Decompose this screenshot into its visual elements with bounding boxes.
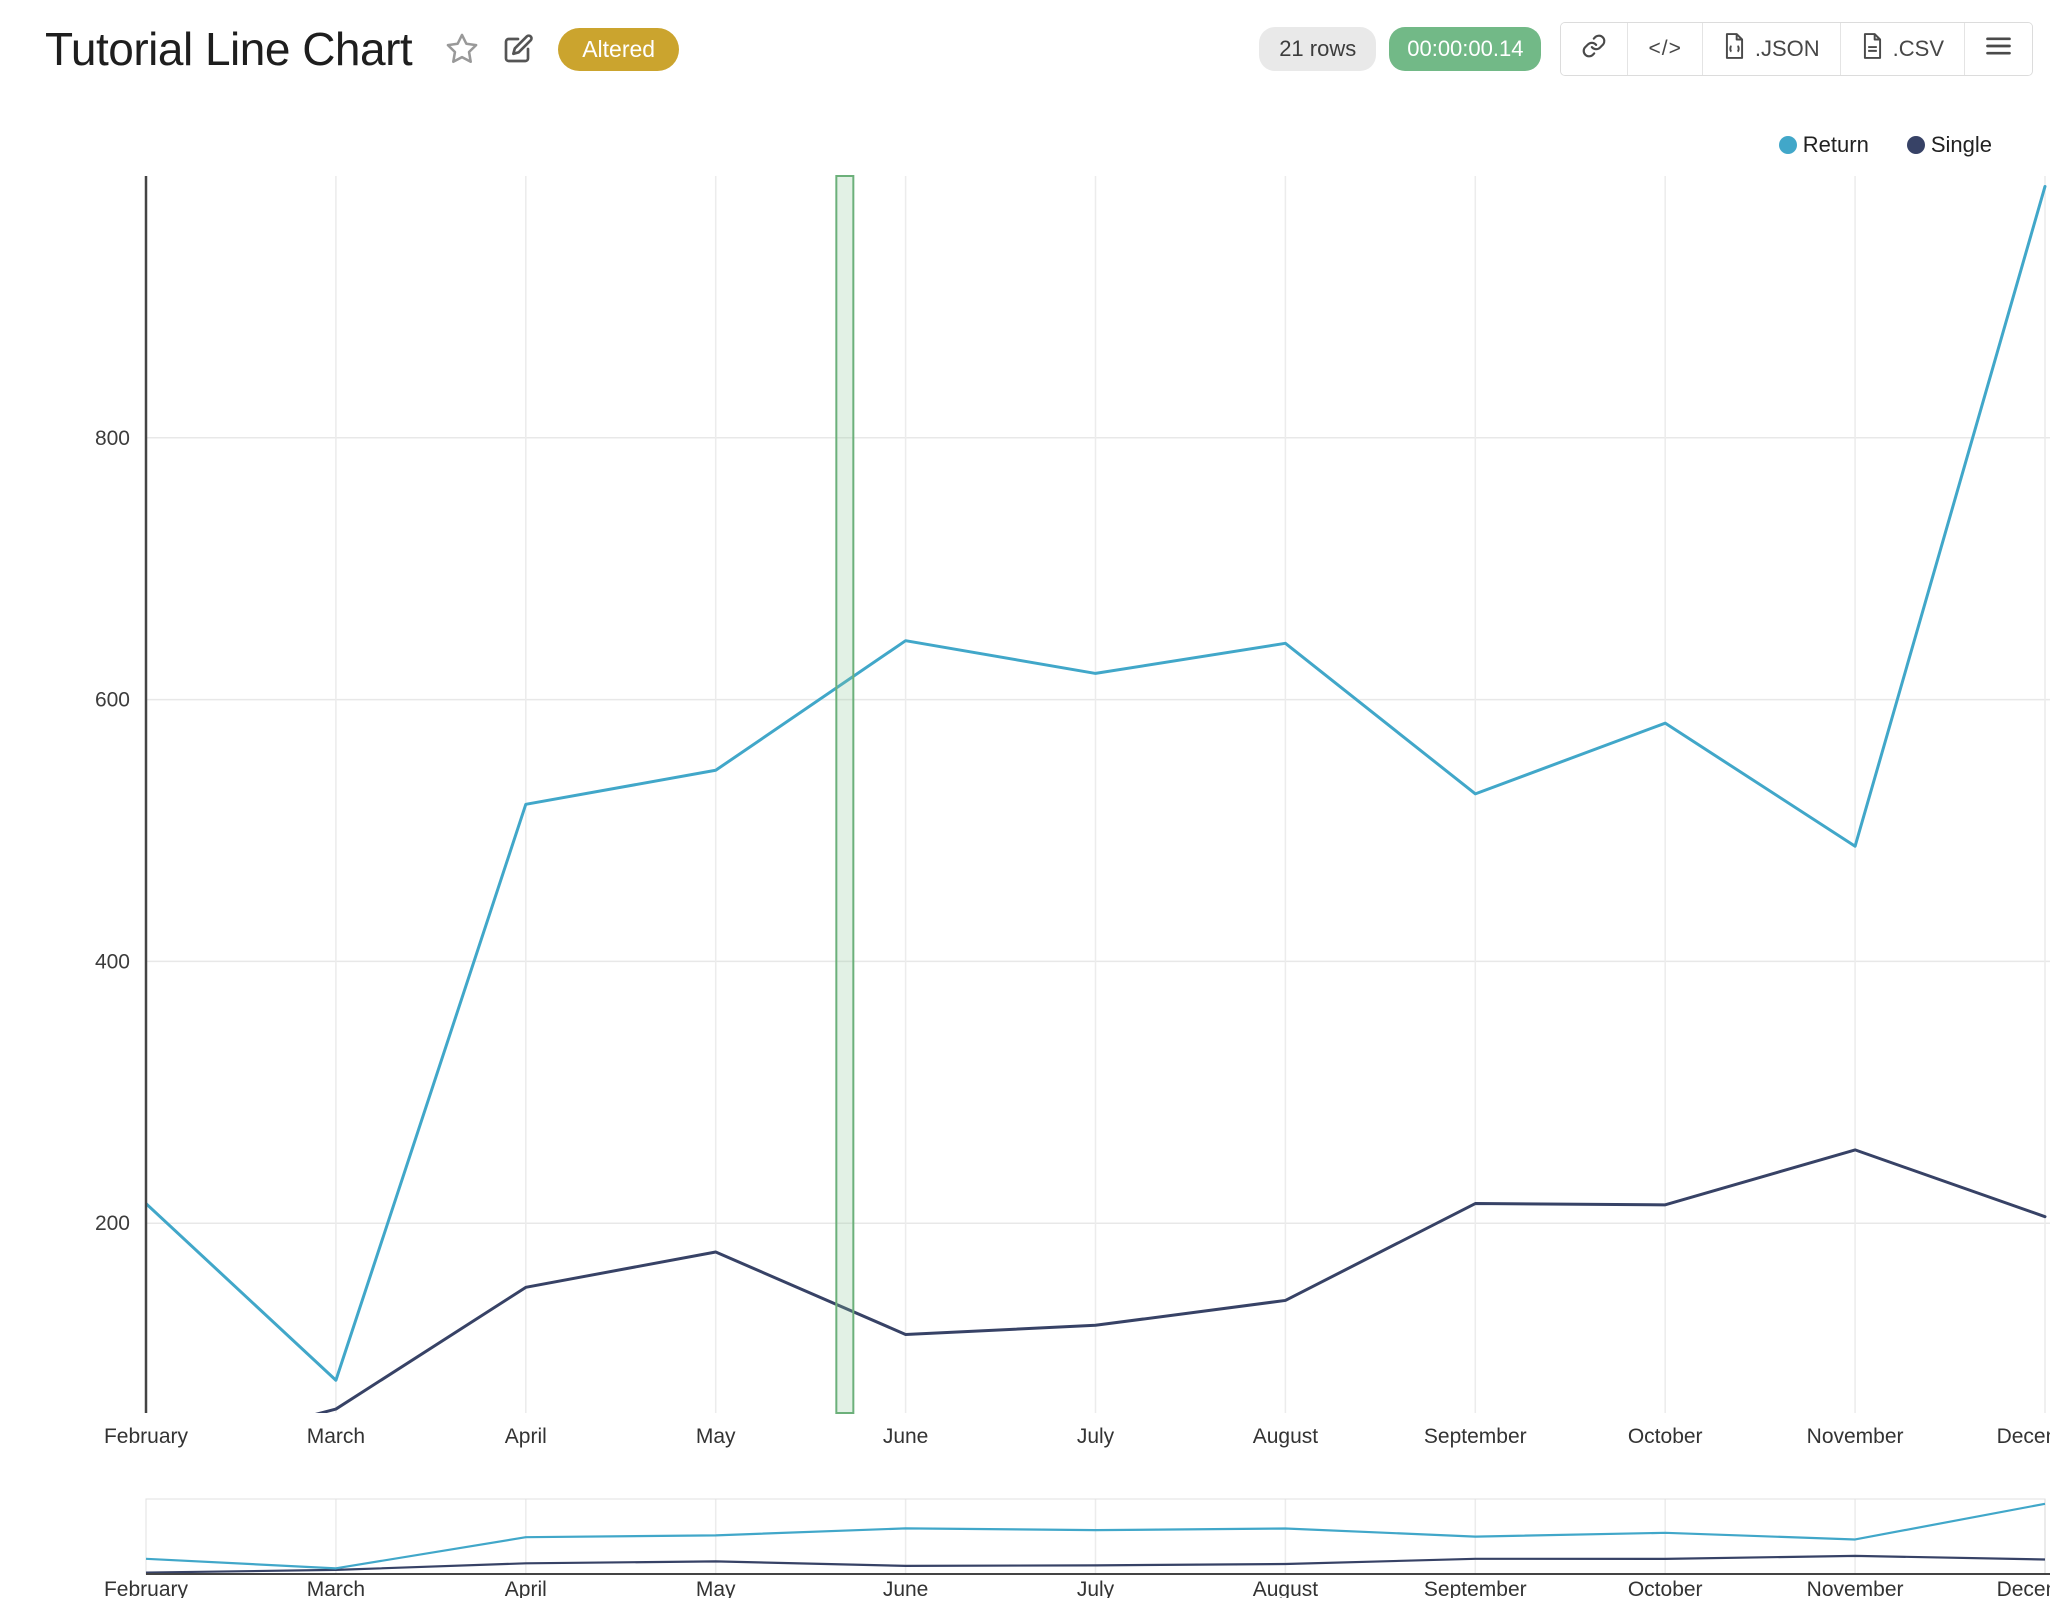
legend-item-single[interactable]: Single: [1906, 132, 1992, 158]
export-button-group: </> .JSON .CSV: [1560, 22, 2033, 76]
menu-button[interactable]: [1964, 23, 2032, 75]
link-icon: [1581, 33, 1607, 65]
svg-text:400: 400: [95, 950, 130, 973]
legend-single-label: Single: [1930, 132, 1992, 157]
svg-text:November: November: [1807, 1425, 1904, 1448]
favorite-star-icon[interactable]: [444, 31, 480, 67]
csv-file-icon: [1861, 33, 1884, 65]
legend-item-return[interactable]: Return: [1778, 132, 1869, 158]
svg-text:200: 200: [95, 1212, 130, 1235]
download-json-button[interactable]: .JSON: [1701, 23, 1840, 75]
download-csv-button[interactable]: .CSV: [1839, 23, 1964, 75]
legend-return-swatch: [1778, 136, 1797, 154]
svg-text:December: December: [1997, 1425, 2050, 1448]
svg-text:July: July: [1077, 1425, 1115, 1448]
svg-text:April: April: [505, 1578, 547, 1598]
svg-text:September: September: [1424, 1578, 1527, 1598]
range-slider[interactable]: February March April May June July August Septe…: [104, 1498, 2050, 1598]
svg-text:600: 600: [95, 689, 130, 712]
svg-text:July: July: [1077, 1578, 1115, 1598]
legend-single-swatch: [1906, 136, 1925, 154]
page-title: Tutorial Line Chart: [45, 23, 413, 75]
selection-band[interactable]: [835, 175, 855, 1414]
svg-text:February: February: [104, 1578, 189, 1598]
embed-button[interactable]: </>: [1627, 23, 1702, 75]
svg-text:800: 800: [95, 427, 130, 450]
svg-text:June: June: [883, 1425, 929, 1448]
query-header: Tutorial Line Chart Altered 21 rows 00:0…: [45, 22, 2033, 76]
embed-icon: </>: [1648, 37, 1682, 60]
main-line-chart[interactable]: 200 400 600 800 February March April May June Jul…: [95, 175, 2050, 1459]
chart-legend: Return Single: [1778, 132, 1992, 158]
svg-text:May: May: [696, 1425, 736, 1448]
svg-text:February: February: [104, 1425, 189, 1448]
svg-text:March: March: [307, 1578, 365, 1598]
edit-icon[interactable]: [502, 33, 534, 65]
svg-text:November: November: [1807, 1578, 1904, 1598]
svg-text:May: May: [696, 1578, 736, 1598]
svg-text:June: June: [883, 1578, 929, 1598]
svg-text:April: April: [505, 1425, 547, 1448]
svg-text:December: December: [1997, 1578, 2050, 1598]
download-json-label: .JSON: [1754, 36, 1820, 61]
share-link-button[interactable]: [1561, 23, 1628, 75]
results-toolbar: 21 rows 00:00:00.14 </>: [1259, 22, 2033, 76]
svg-text:October: October: [1628, 1578, 1703, 1598]
svg-text:August: August: [1253, 1578, 1319, 1598]
menu-icon: [1985, 35, 2012, 63]
json-file-icon: [1723, 33, 1746, 65]
svg-text:August: August: [1253, 1425, 1319, 1448]
altered-badge: Altered: [558, 27, 680, 71]
download-csv-label: .CSV: [1892, 36, 1944, 61]
svg-text:September: September: [1424, 1425, 1527, 1448]
row-count-badge: 21 rows: [1259, 27, 1377, 71]
svg-text:March: March: [307, 1425, 365, 1448]
legend-return-label: Return: [1802, 132, 1869, 157]
execution-time-badge: 00:00:00.14: [1389, 27, 1542, 71]
svg-text:October: October: [1628, 1425, 1703, 1448]
